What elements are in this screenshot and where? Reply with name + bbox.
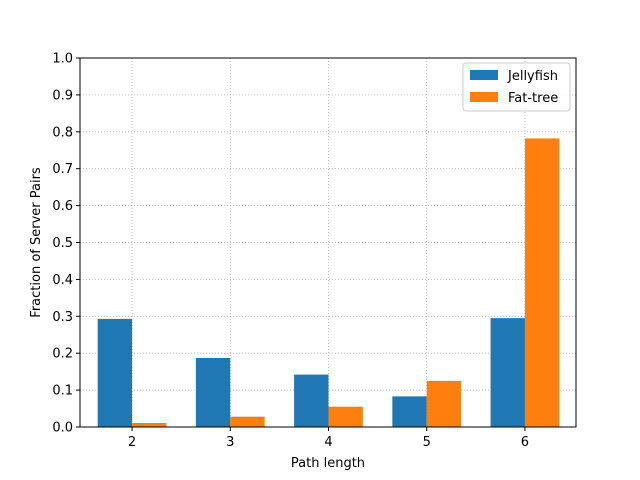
- legend-label-fat-tree: Fat-tree: [508, 91, 558, 106]
- y-tick-label: 0.6: [52, 199, 73, 214]
- bar-jellyfish-3: [195, 357, 231, 427]
- y-axis-label: Fraction of Server Pairs: [29, 167, 44, 318]
- bar-jellyfish-2: [97, 318, 133, 427]
- bar-fat-tree-4: [328, 406, 363, 427]
- legend-swatch-fat-tree: [470, 92, 498, 102]
- legend-label-jellyfish: Jellyfish: [507, 69, 558, 84]
- y-tick-label: 1.0: [52, 52, 73, 67]
- bar-fat-tree-3: [230, 416, 265, 427]
- bar-fat-tree-6: [524, 138, 560, 427]
- legend: Jellyfish Fat-tree: [462, 62, 571, 112]
- y-axis-ticks: 0.0 0.1 0.2 0.3 0.4 0.5 0.6 0.7 0.8 0.9 1.0: [52, 52, 80, 436]
- y-tick-label: 0.8: [52, 125, 73, 140]
- x-axis-ticks: 2 3 4 5 6: [128, 427, 529, 450]
- x-tick-label: 2: [128, 435, 136, 450]
- y-tick-label: 0.0: [52, 421, 73, 436]
- y-tick-label: 0.4: [52, 273, 73, 288]
- legend-swatch-jellyfish: [470, 70, 498, 80]
- y-tick-label: 0.9: [52, 88, 73, 103]
- bar-fat-tree-2: [132, 422, 167, 427]
- bar-fat-tree-5: [426, 380, 462, 427]
- bar-jellyfish-5: [392, 396, 427, 427]
- x-tick-label: 6: [521, 435, 529, 450]
- bar-jellyfish-4: [294, 374, 329, 427]
- x-tick-label: 3: [226, 435, 234, 450]
- y-tick-label: 0.5: [52, 236, 73, 251]
- x-tick-label: 4: [324, 435, 332, 450]
- y-tick-label: 0.3: [52, 310, 73, 325]
- y-tick-label: 0.1: [52, 384, 73, 399]
- bar-jellyfish-6: [490, 318, 525, 427]
- x-tick-label: 5: [423, 435, 431, 450]
- x-axis-label: Path length: [291, 456, 365, 471]
- bars: [97, 138, 560, 427]
- y-tick-label: 0.2: [52, 347, 73, 362]
- y-tick-label: 0.7: [52, 162, 73, 177]
